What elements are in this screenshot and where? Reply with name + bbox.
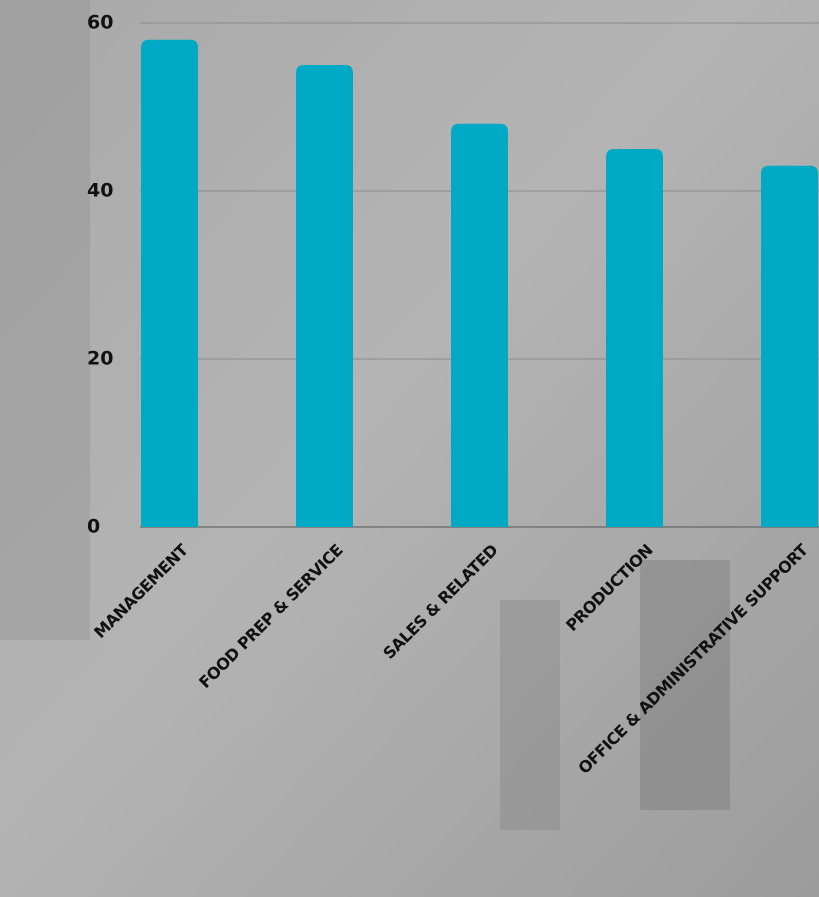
y-tick-label: 20: [87, 348, 113, 370]
bar: [761, 165, 818, 528]
bar: [141, 39, 198, 528]
y-tick-label: 40: [87, 180, 113, 202]
background-shade: [500, 600, 560, 830]
y-tick-label: 60: [87, 12, 113, 34]
bar: [296, 65, 353, 527]
background-shade: [0, 0, 90, 640]
bar: [451, 123, 508, 528]
y-tick-label: 0: [87, 516, 100, 538]
bars: [141, 39, 818, 528]
bar: [606, 149, 663, 527]
background-shade: [640, 560, 730, 810]
